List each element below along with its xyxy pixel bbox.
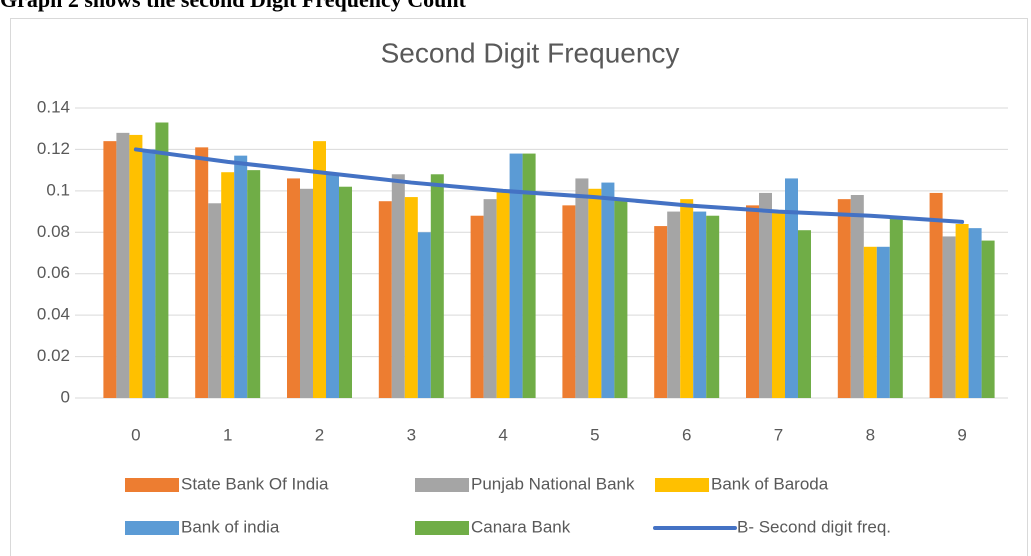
y-tick-label: 0.06 xyxy=(37,263,70,282)
bar xyxy=(391,174,405,398)
bar xyxy=(496,190,510,398)
y-tick-label: 0 xyxy=(61,387,70,406)
line xyxy=(133,147,965,224)
x-tick-label: 7 xyxy=(774,425,783,444)
bar xyxy=(746,205,759,398)
x-tick-label: 8 xyxy=(866,425,875,444)
bar xyxy=(195,147,209,398)
bar xyxy=(470,215,484,398)
bar xyxy=(300,188,313,398)
bar xyxy=(326,174,339,398)
bar xyxy=(142,149,156,398)
bar xyxy=(798,230,811,398)
bar xyxy=(509,153,523,398)
bar xyxy=(129,134,143,398)
x-tick-label: 5 xyxy=(590,425,599,444)
y-tick-label: 0.12 xyxy=(37,139,70,158)
legend-swatch xyxy=(125,521,179,535)
bar xyxy=(785,178,798,398)
bar xyxy=(863,246,877,398)
bar xyxy=(378,201,392,398)
bar xyxy=(221,172,235,398)
heading: Graph 2 shows the second Digit Frequency… xyxy=(0,0,467,12)
bar xyxy=(981,240,995,398)
bar xyxy=(562,205,576,398)
legend-label: Punjab National Bank xyxy=(471,474,635,493)
legend-label: State Bank Of India xyxy=(181,474,329,493)
x-tick-label: 9 xyxy=(957,425,966,444)
y-tick-label: 0.1 xyxy=(46,180,70,199)
bar xyxy=(339,186,352,398)
bar xyxy=(287,178,300,398)
bar xyxy=(483,199,497,398)
bar xyxy=(667,211,681,398)
bar xyxy=(601,182,615,398)
bar xyxy=(116,132,130,398)
bar xyxy=(876,246,890,398)
bar xyxy=(968,228,982,398)
bar xyxy=(654,226,668,398)
bar xyxy=(103,141,117,398)
bar xyxy=(575,178,589,398)
bar xyxy=(430,174,444,398)
bar xyxy=(693,211,707,398)
legend-swatch xyxy=(655,478,709,492)
legend-swatch xyxy=(415,521,469,535)
bar xyxy=(417,232,431,398)
y-tick-label: 0.08 xyxy=(37,222,70,241)
bar xyxy=(759,192,772,398)
bar xyxy=(234,155,248,398)
bar xyxy=(837,199,851,398)
bar xyxy=(208,203,222,398)
x-tick-label: 6 xyxy=(682,425,691,444)
bar xyxy=(680,199,694,398)
y-tick-label: 0.14 xyxy=(37,97,70,116)
bar xyxy=(942,236,956,398)
bar xyxy=(955,224,969,398)
bar xyxy=(889,217,903,398)
y-tick-label: 0.04 xyxy=(37,305,70,324)
legend-swatch xyxy=(125,478,179,492)
chart-border xyxy=(10,18,1028,556)
bar xyxy=(247,170,261,398)
bar xyxy=(614,199,628,398)
x-tick-label: 3 xyxy=(407,425,416,444)
legend-label: Canara Bank xyxy=(471,517,571,536)
legend-label: Bank of india xyxy=(181,517,280,536)
bar xyxy=(929,192,943,398)
y-tick-label: 0.02 xyxy=(37,346,70,365)
x-tick-label: 1 xyxy=(223,425,232,444)
x-tick-label: 4 xyxy=(498,425,507,444)
bar xyxy=(404,197,418,398)
bar xyxy=(706,215,720,398)
chart-title: Second Digit Frequency xyxy=(381,37,680,68)
bar xyxy=(155,122,169,398)
legend-label: B- Second digit freq. xyxy=(737,517,891,536)
bar xyxy=(588,188,602,398)
legend-label: Bank of Baroda xyxy=(711,474,829,493)
legend-swatch xyxy=(415,478,469,492)
bar xyxy=(850,195,864,398)
bar xyxy=(522,153,536,398)
bar xyxy=(313,141,326,398)
bar xyxy=(772,211,785,398)
x-tick-label: 2 xyxy=(315,425,324,444)
x-tick-label: 0 xyxy=(131,425,140,444)
